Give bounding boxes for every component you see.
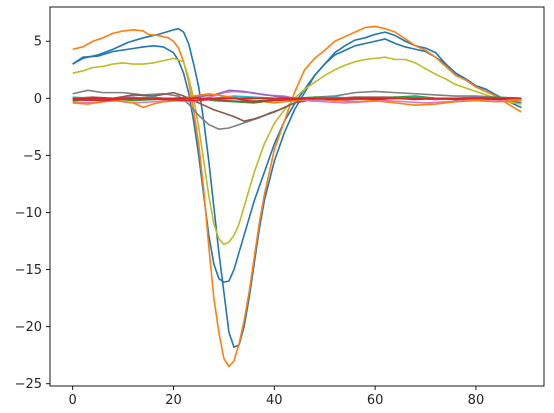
plot-frame bbox=[49, 6, 545, 387]
y-tick-label: −20 bbox=[15, 320, 42, 335]
axes-layer: 0 20 40 60 80 5 0 −5 −10 −15 −20 −25 bbox=[15, 35, 485, 408]
series-layer bbox=[72, 25, 522, 368]
x-tick-label: 20 bbox=[165, 393, 182, 408]
x-tick-label: 0 bbox=[69, 393, 77, 408]
x-tick-label: 40 bbox=[266, 393, 283, 408]
y-tick-label: −10 bbox=[15, 206, 42, 221]
series-line-4 bbox=[72, 56, 522, 246]
series-line-1 bbox=[72, 27, 522, 348]
x-tick-label: 60 bbox=[367, 393, 384, 408]
y-tick-label: −15 bbox=[15, 263, 42, 278]
x-tick-label: 80 bbox=[468, 393, 485, 408]
series-line-7 bbox=[72, 90, 522, 104]
y-tick-label: 0 bbox=[34, 92, 42, 107]
y-tick-label: −5 bbox=[23, 149, 42, 164]
y-tick-label: 5 bbox=[34, 35, 42, 50]
y-tick-label: −25 bbox=[15, 377, 42, 392]
series-line-3 bbox=[72, 25, 522, 368]
